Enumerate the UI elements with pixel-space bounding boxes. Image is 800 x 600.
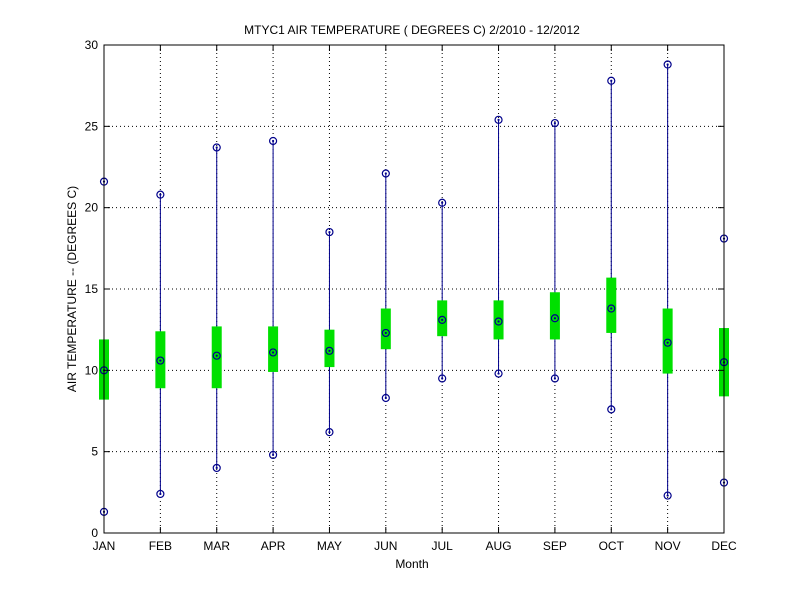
box-sep: [549, 292, 560, 340]
x-tick-label-jun: JUN: [374, 539, 397, 553]
y-tick-label: 0: [91, 526, 98, 540]
median-marker-dot-may: [328, 349, 331, 352]
x-tick-label-sep: SEP: [543, 539, 567, 553]
max-marker-jul: [438, 198, 447, 207]
max-marker-oct: [607, 76, 616, 85]
median-marker-dot-aug: [497, 320, 500, 323]
min-marker-dot-feb: [159, 492, 162, 496]
max-marker-aug: [494, 115, 503, 124]
median-marker-dot-nov: [666, 341, 669, 344]
whisker-lines: [103, 64, 725, 512]
min-marker-jul: [438, 374, 447, 383]
x-tick-label-mar: MAR: [203, 539, 230, 553]
y-tick-label: 25: [85, 119, 99, 133]
min-marker-aug: [494, 369, 503, 378]
y-tick-label: 30: [85, 38, 99, 52]
max-marker-dot-sep: [553, 121, 557, 125]
median-marker-may: [325, 346, 334, 355]
max-marker-mar: [212, 143, 221, 152]
chart-title: MTYC1 AIR TEMPERATURE ( DEGREES C) 2/201…: [244, 23, 580, 37]
min-marker-jun: [381, 393, 390, 403]
median-marker-dot-jul: [441, 318, 444, 322]
max-marker-dot-jul: [441, 201, 444, 204]
min-marker-dot-may: [328, 431, 331, 434]
y-axis-label: AIR TEMPERATURE -- (DEGREES C): [65, 186, 79, 392]
min-marker-sep: [550, 374, 560, 383]
max-marker-dot-oct: [610, 79, 613, 82]
y-tick-label: 5: [91, 445, 98, 459]
y-tick-label: 10: [85, 363, 99, 377]
max-marker-may: [325, 227, 334, 237]
box-mar: [211, 326, 222, 389]
max-marker-feb: [156, 190, 165, 199]
y-tick-label: 20: [85, 201, 99, 215]
min-marker-dot-aug: [497, 372, 500, 375]
median-marker-nov: [663, 338, 672, 347]
min-marker-dot-sep: [553, 377, 557, 380]
median-marker-dot-jun: [384, 331, 387, 335]
min-marker-dot-apr: [271, 453, 275, 457]
max-marker-jun: [381, 169, 390, 178]
axis-ticks: [103, 44, 725, 534]
median-marker-apr: [268, 348, 278, 357]
max-marker-dot-apr: [271, 139, 275, 143]
min-marker-nov: [663, 491, 672, 500]
box-jul: [437, 300, 448, 337]
y-tick-label: 15: [85, 282, 99, 296]
value-markers: [99, 60, 729, 516]
median-marker-dot-sep: [553, 317, 557, 320]
median-marker-dot-feb: [159, 359, 162, 362]
min-marker-oct: [607, 405, 616, 414]
grid-lines: [104, 45, 724, 533]
max-marker-nov: [663, 60, 672, 69]
x-tick-label-feb: FEB: [149, 539, 172, 553]
x-tick-label-oct: OCT: [599, 539, 625, 553]
max-marker-dot-may: [328, 230, 331, 234]
x-tick-label-apr: APR: [261, 539, 286, 553]
median-marker-aug: [494, 317, 503, 326]
median-marker-sep: [550, 314, 560, 323]
min-marker-dot-oct: [610, 408, 613, 411]
min-marker-feb: [156, 489, 165, 499]
max-marker-sep: [550, 118, 560, 128]
median-marker-feb: [156, 356, 165, 365]
box-may: [324, 329, 335, 368]
median-marker-jul: [438, 315, 447, 325]
max-marker-dot-jun: [384, 172, 387, 175]
max-marker-dot-feb: [159, 193, 162, 196]
median-marker-dot-apr: [271, 351, 275, 354]
x-tick-label-may: MAY: [317, 539, 342, 553]
min-marker-mar: [212, 463, 221, 473]
x-tick-label-jan: JAN: [93, 539, 116, 553]
median-marker-jun: [381, 328, 390, 338]
box-nov: [662, 308, 673, 374]
min-marker-dot-jun: [384, 396, 387, 400]
tick-labels: JAN FEB MAR APR MAY JUN JUL AUG SEP OCT NOV DEC 0 5 10…: [85, 38, 737, 553]
median-marker-dot-mar: [215, 354, 218, 357]
min-marker-may: [325, 428, 334, 437]
max-marker-dot-aug: [497, 118, 500, 121]
min-marker-dot-mar: [215, 466, 218, 470]
x-tick-label-dec: DEC: [711, 539, 737, 553]
quartile-boxes: [99, 277, 729, 400]
max-marker-dot-nov: [666, 63, 669, 66]
min-marker-dot-jul: [441, 377, 444, 380]
x-axis-label: Month: [395, 557, 428, 571]
max-marker-dot-mar: [215, 146, 218, 149]
median-marker-mar: [212, 351, 221, 360]
median-marker-dot-oct: [610, 307, 613, 310]
max-marker-apr: [268, 136, 278, 146]
median-marker-oct: [607, 304, 616, 313]
x-tick-label-nov: NOV: [655, 539, 681, 553]
box-aug: [493, 300, 504, 340]
min-marker-dot-nov: [666, 494, 669, 497]
x-tick-label-jul: JUL: [432, 539, 454, 553]
min-marker-apr: [268, 450, 278, 460]
x-tick-label-aug: AUG: [486, 539, 512, 553]
